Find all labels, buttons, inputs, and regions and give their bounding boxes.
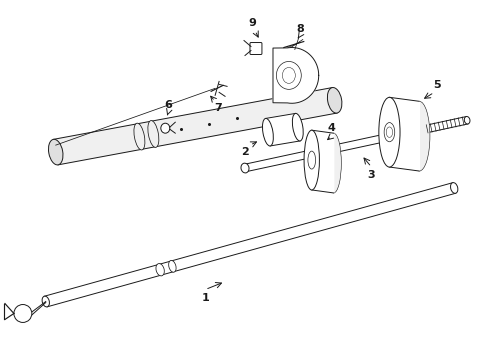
Ellipse shape bbox=[263, 118, 273, 146]
Ellipse shape bbox=[293, 113, 303, 141]
Polygon shape bbox=[244, 117, 468, 172]
Text: 8: 8 bbox=[296, 24, 304, 33]
Ellipse shape bbox=[148, 121, 159, 147]
Ellipse shape bbox=[276, 62, 301, 89]
Text: 2: 2 bbox=[241, 147, 249, 157]
Text: 3: 3 bbox=[368, 170, 375, 180]
Ellipse shape bbox=[326, 133, 342, 193]
Polygon shape bbox=[312, 130, 334, 193]
Polygon shape bbox=[273, 48, 318, 103]
Ellipse shape bbox=[241, 163, 249, 173]
Ellipse shape bbox=[409, 101, 430, 171]
Ellipse shape bbox=[465, 117, 470, 124]
Circle shape bbox=[14, 305, 32, 323]
Ellipse shape bbox=[386, 127, 392, 138]
Ellipse shape bbox=[169, 260, 176, 272]
Ellipse shape bbox=[327, 87, 342, 113]
Ellipse shape bbox=[379, 97, 400, 167]
Text: 1: 1 bbox=[201, 293, 209, 302]
Ellipse shape bbox=[282, 67, 295, 84]
Text: 9: 9 bbox=[248, 18, 256, 28]
Polygon shape bbox=[44, 183, 456, 307]
Text: 7: 7 bbox=[214, 103, 222, 113]
Ellipse shape bbox=[242, 164, 248, 172]
Ellipse shape bbox=[49, 139, 63, 165]
Ellipse shape bbox=[156, 264, 164, 276]
Ellipse shape bbox=[42, 296, 49, 307]
Text: 5: 5 bbox=[434, 80, 441, 90]
Ellipse shape bbox=[161, 123, 170, 133]
Ellipse shape bbox=[304, 130, 319, 190]
FancyBboxPatch shape bbox=[250, 42, 262, 54]
Ellipse shape bbox=[308, 151, 316, 169]
Text: 4: 4 bbox=[328, 123, 336, 133]
Ellipse shape bbox=[450, 183, 458, 193]
Ellipse shape bbox=[384, 123, 395, 142]
Polygon shape bbox=[53, 87, 337, 165]
Polygon shape bbox=[266, 113, 300, 146]
Polygon shape bbox=[390, 97, 419, 171]
Ellipse shape bbox=[134, 123, 145, 150]
Text: 6: 6 bbox=[164, 100, 172, 110]
